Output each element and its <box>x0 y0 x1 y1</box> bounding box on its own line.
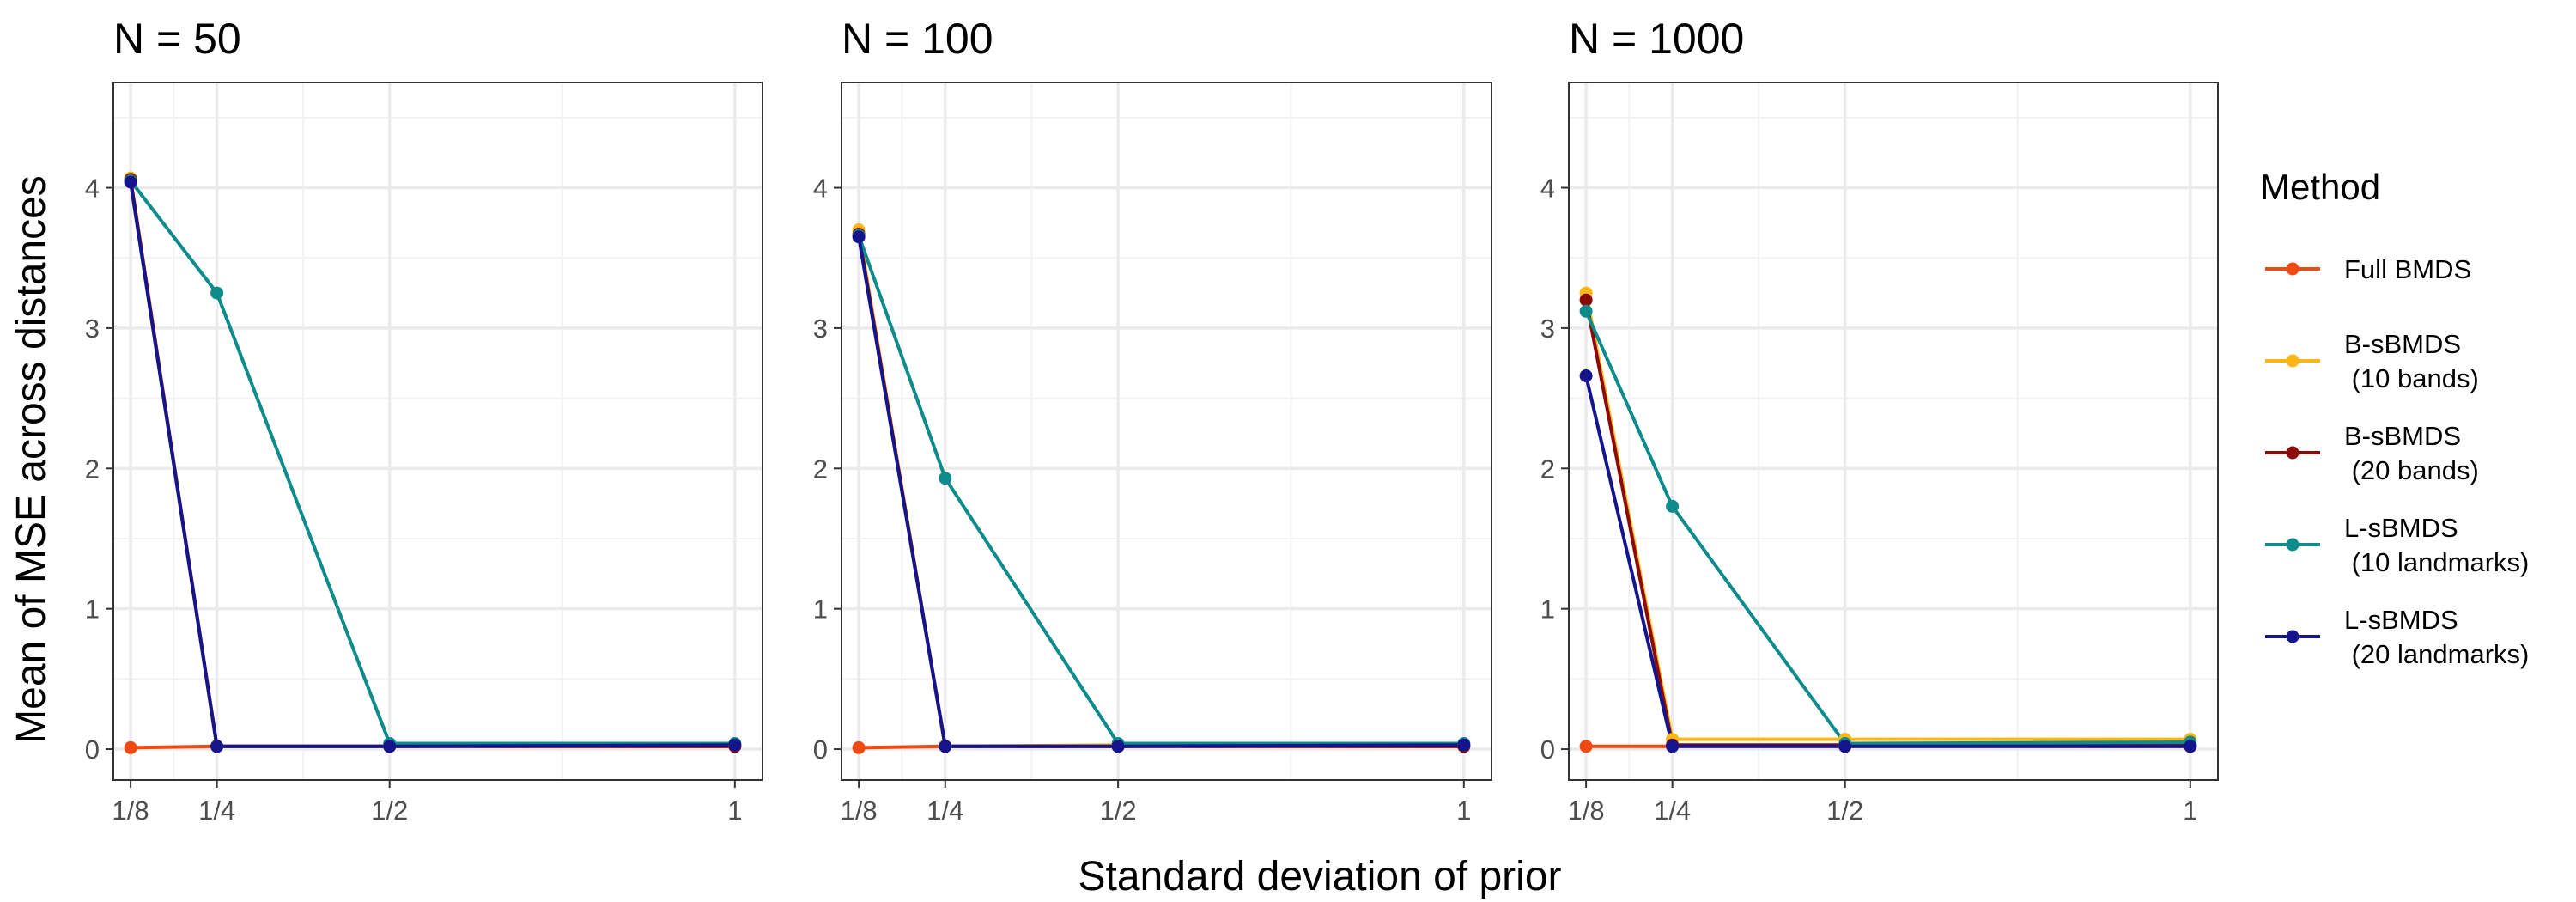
x-tick-label: 1/8 <box>1568 795 1605 826</box>
plot-background <box>1569 82 2218 780</box>
x-tick-label: 1/2 <box>1100 795 1137 826</box>
x-tick-label: 1/4 <box>927 795 963 826</box>
data-point <box>1838 740 1852 753</box>
data-point <box>728 738 742 752</box>
panel-3: 0 1 2 3 4 1/8 1/4 1/2 1 N = 1000 <box>1540 15 2219 826</box>
y-tick-label: 4 <box>1540 174 1555 204</box>
x-tick-label: 1 <box>1456 795 1471 826</box>
legend-label: L-sBMDS <box>2344 513 2458 543</box>
legend-label: Full BMDS <box>2344 254 2471 284</box>
panel-2: 0 1 2 3 4 1/8 1/4 1/2 1 N = 100 <box>813 15 1492 826</box>
panel-border <box>841 82 1492 781</box>
data-point <box>210 286 224 300</box>
x-tick-label: 1/4 <box>1654 795 1691 826</box>
x-tick-label: 1/4 <box>198 795 235 826</box>
series <box>1579 286 2197 753</box>
legend-title: Method <box>2260 167 2380 207</box>
y-tick-label: 3 <box>813 314 828 344</box>
legend-item: B-sBMDS (10 bands) <box>2265 329 2479 393</box>
legend-key-point <box>2286 446 2300 460</box>
data-point <box>939 740 952 753</box>
series-line-5 <box>129 181 735 748</box>
legend-item: Full BMDS <box>2265 254 2471 284</box>
legend-label: (20 bands) <box>2344 455 2479 485</box>
series <box>852 223 1471 754</box>
y-tick-label: 0 <box>813 734 828 765</box>
y-tick-label: 1 <box>1540 594 1555 625</box>
legend-key-point <box>2286 538 2300 552</box>
y-tick-label: 0 <box>1540 734 1555 765</box>
y-tick-label: 2 <box>813 454 828 484</box>
legend-key-point <box>2286 630 2300 643</box>
legend-label: (10 landmarks) <box>2344 547 2529 577</box>
y-tick-label: 0 <box>85 734 100 765</box>
data-point <box>1579 369 1593 382</box>
data-point <box>1579 293 1593 307</box>
legend-key-point <box>2286 354 2300 368</box>
series-line-5 <box>857 236 1464 748</box>
data-point <box>2184 740 2197 753</box>
data-point <box>1579 304 1593 318</box>
series-line-5 <box>1584 375 2190 748</box>
panel-title: N = 50 <box>113 15 241 63</box>
data-point <box>852 230 866 244</box>
data-point <box>1111 740 1125 753</box>
data-point <box>124 740 137 754</box>
data-point <box>1666 740 1680 753</box>
y-tick-label: 1 <box>85 594 100 625</box>
data-point <box>852 740 866 754</box>
data-point <box>1666 499 1680 513</box>
plot-background <box>113 82 762 780</box>
y-tick-label: 3 <box>1540 314 1555 344</box>
data-point <box>124 175 137 189</box>
legend-item: L-sBMDS (20 landmarks) <box>2265 605 2529 669</box>
legend-label: (20 landmarks) <box>2344 639 2529 669</box>
legend-item: B-sBMDS (20 bands) <box>2265 421 2479 485</box>
x-tick-label: 1 <box>2183 795 2197 826</box>
y-axis-title: Mean of MSE across distances <box>9 175 54 744</box>
y-tick-label: 4 <box>813 174 828 204</box>
x-tick-label: 1/2 <box>1826 795 1863 826</box>
series-line-4 <box>129 180 735 746</box>
y-tick-label: 2 <box>85 454 100 484</box>
data-point <box>1457 738 1471 752</box>
legend-label: L-sBMDS <box>2344 605 2458 635</box>
panel-title: N = 1000 <box>1569 15 1744 63</box>
series-line-4 <box>857 235 1464 746</box>
x-tick-label: 1/2 <box>371 795 408 826</box>
x-axis-title: Standard deviation of prior <box>1078 854 1561 899</box>
panel-title: N = 100 <box>841 15 993 63</box>
x-tick-label: 1 <box>727 795 742 826</box>
plot-background <box>841 82 1492 780</box>
y-tick-label: 2 <box>1540 454 1555 484</box>
data-point <box>939 472 952 485</box>
series-line-4 <box>1584 310 2190 746</box>
data-point <box>383 740 397 753</box>
legend-item: L-sBMDS (10 landmarks) <box>2265 513 2529 577</box>
data-point <box>210 740 224 753</box>
legend-key-point <box>2286 262 2300 276</box>
chart-panels: 0 1 2 3 4 1/8 1/4 1/2 1 N = 50 0 1 2 3 4 1/8 1/4 1/2 1 N = … <box>85 15 2219 826</box>
y-tick-label: 1 <box>813 594 828 625</box>
series <box>124 171 742 754</box>
data-point <box>1579 740 1593 753</box>
y-tick-label: 3 <box>85 314 100 344</box>
panel-1: 0 1 2 3 4 1/8 1/4 1/2 1 N = 50 <box>85 15 763 826</box>
y-tick-label: 4 <box>85 174 100 204</box>
panel-border <box>112 82 763 781</box>
x-tick-label: 1/8 <box>112 795 149 826</box>
panel-border <box>1568 82 2219 781</box>
legend-label: (10 bands) <box>2344 363 2479 393</box>
x-tick-label: 1/8 <box>841 795 878 826</box>
legend-label: B-sBMDS <box>2344 329 2461 359</box>
gridlines <box>841 82 1492 780</box>
legend-label: B-sBMDS <box>2344 421 2461 451</box>
